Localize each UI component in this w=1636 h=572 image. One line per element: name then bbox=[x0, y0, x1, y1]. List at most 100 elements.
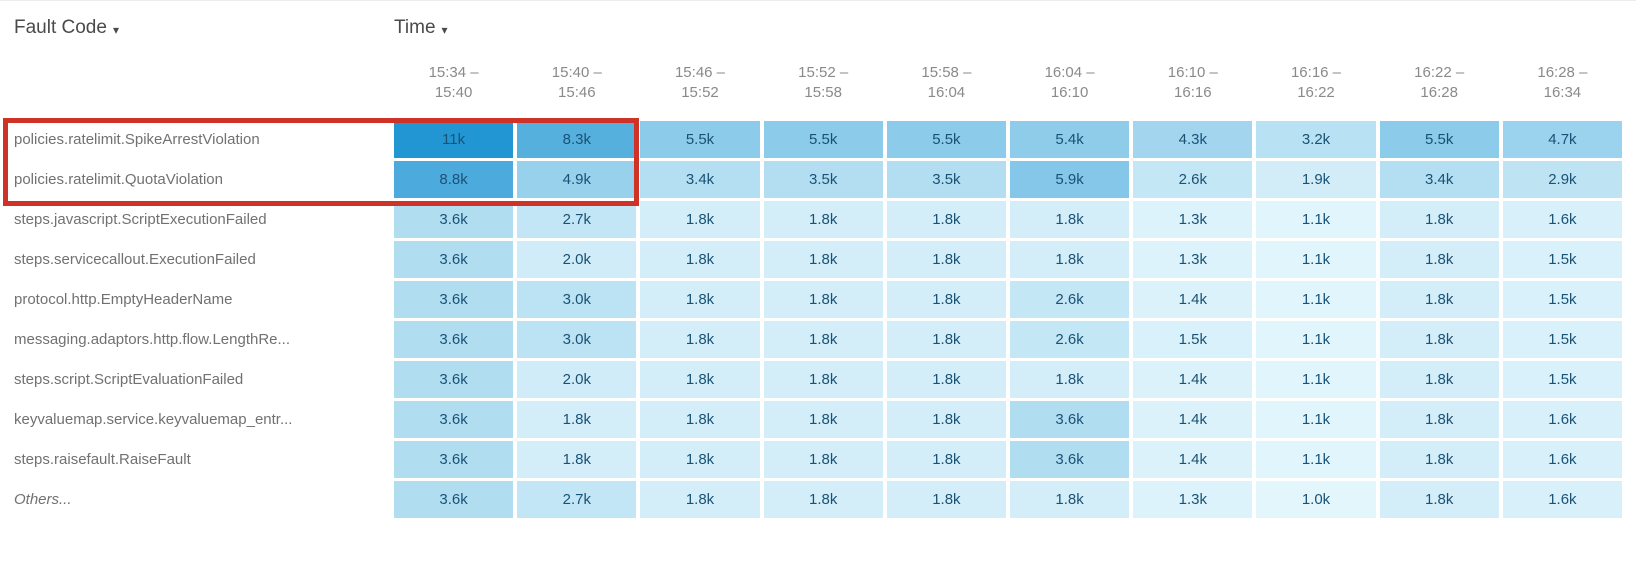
heatmap-cell[interactable]: 5.5k bbox=[640, 121, 760, 158]
heatmap-cell[interactable]: 4.7k bbox=[1502, 121, 1622, 158]
heatmap-cell[interactable]: 11k bbox=[394, 121, 514, 158]
heatmap-cell[interactable]: 3.5k bbox=[763, 161, 883, 198]
heatmap-cell[interactable]: 3.6k bbox=[394, 281, 514, 318]
heatmap-cell[interactable]: 3.6k bbox=[394, 401, 514, 438]
heatmap-cell[interactable]: 5.5k bbox=[1379, 121, 1499, 158]
heatmap-cell[interactable]: 2.9k bbox=[1502, 161, 1622, 198]
heatmap-cell[interactable]: 3.6k bbox=[394, 361, 514, 398]
heatmap-cell[interactable]: 1.9k bbox=[1256, 161, 1376, 198]
heatmap-cell[interactable]: 1.8k bbox=[763, 281, 883, 318]
heatmap-cell[interactable]: 3.6k bbox=[394, 201, 514, 238]
heatmap-cell[interactable]: 1.8k bbox=[1009, 201, 1130, 238]
heatmap-cell[interactable]: 3.6k bbox=[394, 481, 514, 518]
heatmap-cell[interactable]: 8.3k bbox=[517, 121, 637, 158]
heatmap-cell[interactable]: 1.5k bbox=[1133, 321, 1253, 358]
heatmap-cell[interactable]: 1.8k bbox=[763, 441, 883, 478]
heatmap-cell[interactable]: 1.5k bbox=[1502, 321, 1622, 358]
heatmap-cell[interactable]: 1.3k bbox=[1133, 201, 1253, 238]
heatmap-cell[interactable]: 5.5k bbox=[763, 121, 883, 158]
heatmap-cell[interactable]: 2.0k bbox=[517, 361, 637, 398]
heatmap-cell[interactable]: 1.8k bbox=[886, 281, 1006, 318]
heatmap-cell[interactable]: 2.7k bbox=[517, 481, 637, 518]
heatmap-cell[interactable]: 2.6k bbox=[1009, 281, 1130, 318]
heatmap-cell[interactable]: 3.5k bbox=[886, 161, 1006, 198]
heatmap-cell[interactable]: 2.0k bbox=[517, 241, 637, 278]
heatmap-cell[interactable]: 1.1k bbox=[1256, 441, 1376, 478]
heatmap-cell[interactable]: 1.8k bbox=[1379, 201, 1499, 238]
heatmap-cell[interactable]: 3.6k bbox=[1009, 401, 1130, 438]
heatmap-cell[interactable]: 1.8k bbox=[886, 241, 1006, 278]
heatmap-cell[interactable]: 1.4k bbox=[1133, 441, 1253, 478]
heatmap-cell[interactable]: 3.0k bbox=[517, 281, 637, 318]
heatmap-cell[interactable]: 5.9k bbox=[1009, 161, 1130, 198]
time-dropdown[interactable]: Time ▾ bbox=[394, 17, 448, 39]
heatmap-cell[interactable]: 3.6k bbox=[1009, 441, 1130, 478]
heatmap-cell[interactable]: 3.4k bbox=[640, 161, 760, 198]
fault-code-dropdown[interactable]: Fault Code ▾ bbox=[14, 17, 390, 39]
heatmap-cell[interactable]: 1.8k bbox=[640, 201, 760, 238]
heatmap-cell[interactable]: 5.5k bbox=[886, 121, 1006, 158]
heatmap-cell[interactable]: 1.6k bbox=[1502, 401, 1622, 438]
heatmap-cell[interactable]: 5.4k bbox=[1009, 121, 1130, 158]
heatmap-cell[interactable]: 1.1k bbox=[1256, 281, 1376, 318]
heatmap-cell[interactable]: 2.7k bbox=[517, 201, 637, 238]
heatmap-cell[interactable]: 1.5k bbox=[1502, 241, 1622, 278]
heatmap-cell[interactable]: 1.1k bbox=[1256, 401, 1376, 438]
heatmap-cell[interactable]: 2.6k bbox=[1133, 161, 1253, 198]
heatmap-cell[interactable]: 1.8k bbox=[640, 281, 760, 318]
heatmap-cell[interactable]: 8.8k bbox=[394, 161, 514, 198]
heatmap-cell[interactable]: 1.0k bbox=[1256, 481, 1376, 518]
heatmap-cell[interactable]: 1.8k bbox=[1379, 481, 1499, 518]
heatmap-cell[interactable]: 1.8k bbox=[640, 321, 760, 358]
heatmap-cell[interactable]: 1.8k bbox=[1009, 361, 1130, 398]
heatmap-cell[interactable]: 1.8k bbox=[763, 361, 883, 398]
heatmap-cell[interactable]: 1.8k bbox=[1379, 361, 1499, 398]
heatmap-cell[interactable]: 4.9k bbox=[517, 161, 637, 198]
heatmap-cell[interactable]: 3.6k bbox=[394, 241, 514, 278]
heatmap-cell[interactable]: 2.6k bbox=[1009, 321, 1130, 358]
heatmap-cell[interactable]: 1.4k bbox=[1133, 281, 1253, 318]
heatmap-cell[interactable]: 1.8k bbox=[763, 401, 883, 438]
heatmap-cell[interactable]: 1.8k bbox=[886, 361, 1006, 398]
heatmap-cell[interactable]: 1.1k bbox=[1256, 241, 1376, 278]
heatmap-cell[interactable]: 1.8k bbox=[886, 481, 1006, 518]
heatmap-cell[interactable]: 1.8k bbox=[640, 441, 760, 478]
heatmap-cell[interactable]: 1.6k bbox=[1502, 201, 1622, 238]
heatmap-cell[interactable]: 1.8k bbox=[1379, 321, 1499, 358]
heatmap-cell[interactable]: 1.8k bbox=[517, 441, 637, 478]
heatmap-cell[interactable]: 1.8k bbox=[640, 241, 760, 278]
heatmap-cell[interactable]: 4.3k bbox=[1133, 121, 1253, 158]
heatmap-cell[interactable]: 1.5k bbox=[1502, 361, 1622, 398]
heatmap-cell[interactable]: 1.8k bbox=[640, 361, 760, 398]
heatmap-cell[interactable]: 3.6k bbox=[394, 441, 514, 478]
heatmap-cell[interactable]: 1.8k bbox=[1379, 281, 1499, 318]
heatmap-cell[interactable]: 1.8k bbox=[1379, 441, 1499, 478]
heatmap-cell[interactable]: 1.1k bbox=[1256, 321, 1376, 358]
heatmap-cell[interactable]: 1.8k bbox=[886, 201, 1006, 238]
heatmap-cell[interactable]: 1.8k bbox=[517, 401, 637, 438]
heatmap-cell[interactable]: 3.2k bbox=[1256, 121, 1376, 158]
heatmap-cell[interactable]: 1.6k bbox=[1502, 441, 1622, 478]
heatmap-cell[interactable]: 1.3k bbox=[1133, 241, 1253, 278]
heatmap-cell[interactable]: 1.8k bbox=[1379, 401, 1499, 438]
heatmap-cell[interactable]: 3.0k bbox=[517, 321, 637, 358]
heatmap-cell[interactable]: 1.8k bbox=[1379, 241, 1499, 278]
heatmap-cell[interactable]: 1.6k bbox=[1502, 481, 1622, 518]
heatmap-cell[interactable]: 1.8k bbox=[763, 321, 883, 358]
heatmap-cell[interactable]: 3.6k bbox=[394, 321, 514, 358]
heatmap-cell[interactable]: 1.1k bbox=[1256, 361, 1376, 398]
heatmap-cell[interactable]: 1.4k bbox=[1133, 361, 1253, 398]
heatmap-cell[interactable]: 1.8k bbox=[1009, 241, 1130, 278]
heatmap-cell[interactable]: 1.8k bbox=[763, 241, 883, 278]
heatmap-cell[interactable]: 1.5k bbox=[1502, 281, 1622, 318]
heatmap-cell[interactable]: 1.1k bbox=[1256, 201, 1376, 238]
heatmap-cell[interactable]: 1.8k bbox=[886, 441, 1006, 478]
heatmap-cell[interactable]: 1.8k bbox=[886, 401, 1006, 438]
heatmap-cell[interactable]: 1.8k bbox=[763, 201, 883, 238]
heatmap-cell[interactable]: 1.4k bbox=[1133, 401, 1253, 438]
heatmap-cell[interactable]: 1.8k bbox=[1009, 481, 1130, 518]
heatmap-cell[interactable]: 1.3k bbox=[1133, 481, 1253, 518]
heatmap-cell[interactable]: 1.8k bbox=[640, 401, 760, 438]
heatmap-cell[interactable]: 1.8k bbox=[640, 481, 760, 518]
heatmap-cell[interactable]: 3.4k bbox=[1379, 161, 1499, 198]
